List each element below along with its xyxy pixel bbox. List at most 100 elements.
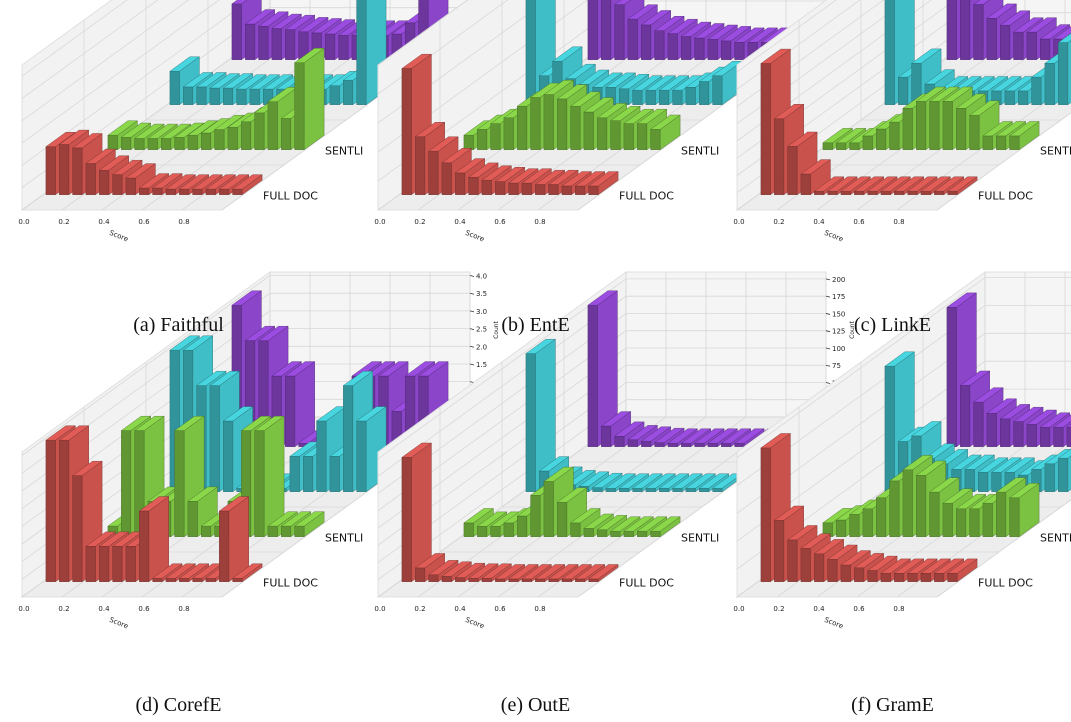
series-sentli (463, 79, 681, 151)
x-tick-label: 0.8 (534, 218, 545, 226)
series-infuse-sub (946, 292, 1071, 448)
series-full-doc (45, 129, 263, 196)
caption-2: (b) EntE (501, 314, 570, 336)
bar (231, 563, 263, 583)
x-tick-label: 0.0 (733, 218, 744, 226)
bar (1008, 482, 1040, 538)
series-sentli (822, 86, 1040, 151)
category-label: SENTLI (681, 145, 719, 158)
category-axis: FULL DOCSENTLIINFUSEINFUSESUB (978, 532, 1071, 590)
x-tick-label: 0.0 (733, 605, 744, 613)
z-tick-label: 3.5 (476, 290, 487, 298)
z-tick-label: 75 (832, 362, 841, 370)
category-label: FULL DOC (978, 190, 1033, 203)
z-tick-label: 200 (832, 276, 845, 284)
x-tick-label: 0.4 (98, 605, 110, 613)
z-tick-label: 150 (832, 310, 845, 318)
series-infuse (525, 338, 743, 493)
series-full-doc (760, 48, 978, 196)
series-sentli (107, 47, 325, 151)
bar (587, 564, 619, 583)
bar (293, 47, 325, 151)
z-tick-label: 125 (832, 328, 845, 336)
z-tick-label: 1.5 (476, 361, 487, 369)
category-label: FULL DOC (619, 577, 674, 590)
grid-lines (377, 272, 827, 598)
x-axis-label: Score (823, 616, 844, 631)
bar (1057, 448, 1071, 493)
series-full-doc (760, 433, 978, 583)
x-tick-label: 0.6 (138, 218, 150, 226)
category-label: SENTLI (1040, 145, 1071, 158)
category-axis: FULL DOCSENTLIINFUSEINFUSESUB (978, 145, 1071, 203)
bar (507, 564, 539, 583)
x-tick-label: 0.0 (374, 218, 385, 226)
x-tick-label: 0.6 (138, 605, 150, 613)
bar (733, 428, 765, 448)
series-infuse (884, 0, 1071, 106)
x-axis: 0.0 0.2 0.4 0.6 0.8 Score (374, 218, 545, 244)
x-tick-label: 0.6 (494, 218, 506, 226)
x-tick-label: 0.4 (454, 605, 466, 613)
series-infuse (884, 351, 1071, 493)
series-sentli (463, 466, 681, 538)
bar (649, 114, 681, 151)
bar (946, 176, 978, 196)
bar (534, 564, 566, 583)
x-axis-label: Score (108, 616, 129, 631)
series-full-doc (45, 425, 263, 583)
x-axis-label: Score (464, 229, 485, 244)
bar (1057, 33, 1071, 106)
bar (284, 361, 316, 448)
x-tick-label: 0.8 (178, 605, 189, 613)
bar (525, 338, 557, 493)
x-tick-label: 0.2 (414, 218, 425, 226)
category-label: SENTLI (1040, 532, 1071, 545)
bar (618, 473, 650, 493)
bar (521, 564, 553, 583)
category-label: FULL DOC (263, 577, 318, 590)
series-infuse-sub (946, 0, 1071, 61)
chart-panel-5: 0255075100125150175200Count0.00.20.40.60… (374, 271, 863, 631)
series-full-doc (401, 442, 619, 583)
bar (231, 174, 263, 196)
x-tick-label: 0.8 (178, 218, 189, 226)
bar (293, 511, 325, 538)
x-axis-label: Score (823, 229, 844, 244)
x-axis-label: Score (108, 229, 129, 244)
bar (494, 564, 526, 583)
category-label: SENTLI (681, 532, 719, 545)
x-tick-label: 0.6 (494, 605, 506, 613)
x-tick-label: 0.2 (773, 218, 784, 226)
x-axis: 0.0 0.2 0.4 0.6 0.8 Score (18, 605, 189, 631)
bar (649, 516, 681, 538)
caption-1: (a) Faithful (133, 314, 224, 336)
category-label: FULL DOC (619, 190, 674, 203)
z-tick-label: 175 (832, 293, 845, 301)
z-tick-label: 2.0 (476, 343, 487, 351)
caption-6: (f) GramE (851, 694, 934, 716)
caption-3: (c) LinkE (853, 314, 932, 336)
x-tick-label: 0.4 (813, 218, 825, 226)
x-tick-label: 0.6 (853, 605, 865, 613)
x-axis: 0.0 0.2 0.4 0.6 0.8 Score (18, 218, 189, 244)
x-axis: 0.0 0.2 0.4 0.6 0.8 Score (374, 605, 545, 631)
chart-panel-4: 0.00.51.01.52.02.53.03.54.0Count0.00.20.… (18, 271, 507, 631)
series-full-doc (401, 53, 619, 196)
z-tick-label: 4.0 (476, 273, 487, 281)
x-tick-label: 0.2 (58, 605, 69, 613)
bar (569, 508, 601, 538)
x-tick-label: 0.4 (813, 605, 825, 613)
z-tick-label: 3.0 (476, 308, 487, 316)
series-infuse-sub (587, 290, 805, 448)
x-tick-label: 0.2 (414, 605, 425, 613)
series-sentli (822, 455, 1040, 538)
chart-panel-6: 01020304050Count0.00.20.40.60.8ScoreFULL… (733, 271, 1071, 631)
x-tick-label: 0.6 (853, 218, 865, 226)
z-tick-label: 2.5 (476, 326, 487, 334)
x-tick-label: 0.0 (18, 605, 29, 613)
bar (946, 558, 978, 583)
bar (138, 496, 170, 583)
chart-panel-1: 020040060080010001200Count0.00.20.40.60.… (18, 0, 507, 244)
